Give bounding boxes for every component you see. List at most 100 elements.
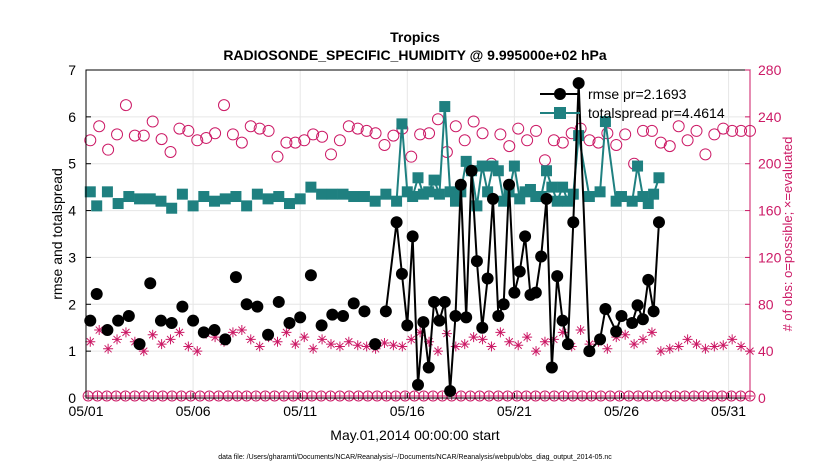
rmse-point [294,311,307,324]
totalspread-point [209,195,221,207]
rmse-point [422,361,435,374]
obs-possible-point [369,127,382,140]
obs-evaluated-point [112,334,123,345]
rmse-point [154,314,167,327]
x-axis: 05/01 05/06 05/11 05/16 05/21 05/26 05/31 [68,393,746,419]
obs-possible-zero [343,390,355,402]
totalspread-point [358,191,370,203]
obs-possible-point [111,128,124,141]
obs-evaluated-zero [102,392,111,400]
obs-evaluated-zero [531,392,540,400]
totalspread-point [433,188,445,200]
obs-possible-zero [502,390,514,402]
totalspread-point [283,198,295,210]
obs-possible-zero [558,390,570,402]
rmse-point [561,338,574,351]
obs-evaluated-point [415,327,426,338]
y-tick-label: 1 [68,343,76,359]
obs-evaluated-point [192,346,203,357]
obs-possible-zero [464,390,476,402]
totalspread-point [262,193,274,205]
obs-evaluated-point [85,336,96,347]
rmse-point [283,317,296,330]
rmse-point [358,305,371,318]
obs-evaluated-zero [401,392,410,400]
rmse-point [347,297,360,310]
obs-possible-zero [110,390,122,402]
rmse-point [642,273,655,286]
y-right-tick-label: 240 [758,109,782,125]
rmse-point [594,333,607,346]
obs-possible-point [619,128,632,141]
totalspread-point [251,188,263,200]
obs-evaluated-point [539,336,550,347]
obs-evaluated-zero [540,392,549,400]
obs-evaluated-point [727,334,738,345]
obs-evaluated-zero [121,392,130,400]
rmse-point [636,313,649,326]
obs-possible-point [414,128,427,141]
obs-evaluated-zero [494,392,503,400]
x-tick-label: 05/21 [497,403,532,419]
obs-possible-point [512,122,525,135]
totalspread-point [84,186,96,198]
obs-possible-point [218,99,231,112]
totalspread-point [326,188,338,200]
totalspread-point [348,191,360,203]
obs-evaluated-point [424,336,435,347]
obs-evaluated-zero [503,392,512,400]
rmse-point [460,311,473,324]
totalspread-point [176,188,188,200]
rmse-point [395,267,408,280]
obs-possible-point [699,148,712,161]
rmse-point [144,277,157,290]
obs-evaluated-point [655,346,666,357]
obs-evaluated-zero [279,392,288,400]
rmse-point [476,321,489,334]
obs-evaluated-point [308,343,319,354]
obs-possible-zero [632,390,644,402]
obs-evaluated-zero [261,392,270,400]
totalspread-point [412,172,424,184]
rmse-point [599,302,612,315]
y-tick-label: 2 [68,296,76,312]
obs-possible-point [307,128,320,141]
rmse-point [572,77,585,90]
obs-evaluated-zero [130,392,139,400]
obs-possible-zero [567,390,579,402]
x-tick-label: 05/16 [390,403,425,419]
rmse-point [583,345,596,358]
rmse-point [90,287,103,300]
obs-possible-zero [660,390,672,402]
totalspread-point [599,116,611,128]
obs-possible-zero [511,390,523,402]
obs-evaluated-point [281,327,292,338]
totalspread-point [573,130,585,142]
obs-possible-zero [325,390,337,402]
rmse-point [122,310,135,322]
obs-possible-point [458,134,471,147]
obs-possible-point [637,124,650,137]
obs-possible-zero [91,390,103,402]
obs-possible-point [226,128,239,141]
x-tick-label: 05/01 [68,403,103,419]
obs-possible-point [235,136,248,149]
obs-possible-zero [735,390,747,402]
obs-possible-zero [613,390,625,402]
obs-evaluated-zero [680,392,689,400]
obs-evaluated-zero [596,392,605,400]
obs-evaluated-zero [587,392,596,400]
obs-possible-point [182,124,195,137]
totalspread-point [423,186,435,198]
rmse-point [433,314,446,327]
y-right-tick-label: 0 [758,390,766,406]
obs-possible-point [690,124,703,137]
obs-evaluated-zero [112,392,121,400]
rmse-point [101,324,114,337]
obs-evaluated-point [638,334,649,345]
y-right-tick-label: 160 [758,203,782,219]
obs-possible-point [663,140,676,153]
totalspread-point [396,118,408,130]
obs-possible-point [467,115,480,128]
y-tick-label: 3 [68,249,76,265]
